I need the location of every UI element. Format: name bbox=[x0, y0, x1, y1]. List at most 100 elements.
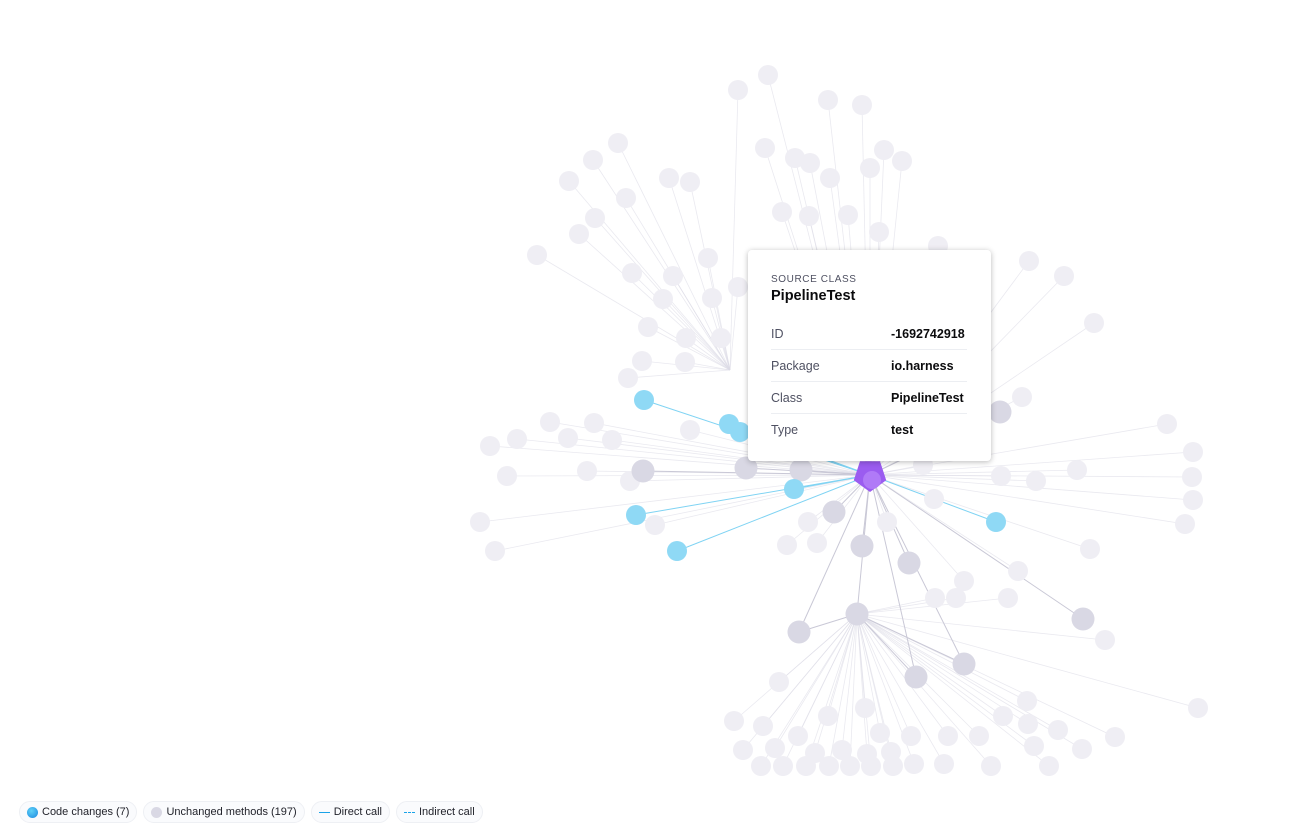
unchanged-method-node[interactable] bbox=[822, 500, 846, 524]
faded-method-node[interactable] bbox=[1080, 539, 1100, 559]
faded-method-node[interactable] bbox=[904, 754, 924, 774]
faded-method-node[interactable] bbox=[1039, 756, 1059, 776]
faded-method-node[interactable] bbox=[480, 436, 500, 456]
faded-method-node[interactable] bbox=[820, 168, 840, 188]
faded-method-node[interactable] bbox=[569, 224, 589, 244]
changed-method-node[interactable] bbox=[730, 422, 750, 442]
faded-method-node[interactable] bbox=[852, 95, 872, 115]
faded-method-node[interactable] bbox=[751, 756, 771, 776]
faded-method-node[interactable] bbox=[485, 541, 505, 561]
faded-method-node[interactable] bbox=[1017, 691, 1037, 711]
unchanged-method-node[interactable] bbox=[789, 458, 813, 482]
changed-method-node[interactable] bbox=[986, 512, 1006, 532]
faded-method-node[interactable] bbox=[558, 428, 578, 448]
unchanged-method-node[interactable] bbox=[734, 456, 758, 480]
faded-method-node[interactable] bbox=[602, 430, 622, 450]
faded-method-node[interactable] bbox=[769, 672, 789, 692]
faded-method-node[interactable] bbox=[1008, 561, 1028, 581]
faded-method-node[interactable] bbox=[860, 158, 880, 178]
faded-method-node[interactable] bbox=[773, 756, 793, 776]
faded-method-node[interactable] bbox=[874, 140, 894, 160]
faded-method-node[interactable] bbox=[1019, 251, 1039, 271]
faded-method-node[interactable] bbox=[800, 153, 820, 173]
faded-method-node[interactable] bbox=[1188, 698, 1208, 718]
faded-method-node[interactable] bbox=[938, 726, 958, 746]
faded-method-node[interactable] bbox=[758, 65, 778, 85]
faded-method-node[interactable] bbox=[1024, 736, 1044, 756]
faded-method-node[interactable] bbox=[663, 266, 683, 286]
faded-method-node[interactable] bbox=[1183, 490, 1203, 510]
faded-method-node[interactable] bbox=[818, 90, 838, 110]
faded-method-node[interactable] bbox=[861, 756, 881, 776]
faded-method-node[interactable] bbox=[1095, 630, 1115, 650]
faded-method-node[interactable] bbox=[1054, 266, 1074, 286]
faded-method-node[interactable] bbox=[855, 698, 875, 718]
faded-method-node[interactable] bbox=[1157, 414, 1177, 434]
faded-method-node[interactable] bbox=[618, 368, 638, 388]
faded-method-node[interactable] bbox=[772, 202, 792, 222]
faded-method-node[interactable] bbox=[527, 245, 547, 265]
faded-method-node[interactable] bbox=[698, 248, 718, 268]
faded-method-node[interactable] bbox=[632, 351, 652, 371]
unchanged-method-node[interactable] bbox=[897, 551, 921, 575]
faded-method-node[interactable] bbox=[680, 172, 700, 192]
faded-method-node[interactable] bbox=[877, 512, 897, 532]
faded-method-node[interactable] bbox=[675, 352, 695, 372]
faded-method-node[interactable] bbox=[1018, 714, 1038, 734]
faded-method-node[interactable] bbox=[711, 328, 731, 348]
faded-method-node[interactable] bbox=[1048, 720, 1068, 740]
faded-method-node[interactable] bbox=[796, 756, 816, 776]
faded-method-node[interactable] bbox=[577, 461, 597, 481]
changed-method-node[interactable] bbox=[626, 505, 646, 525]
faded-method-node[interactable] bbox=[622, 263, 642, 283]
faded-method-node[interactable] bbox=[765, 738, 785, 758]
faded-method-node[interactable] bbox=[702, 288, 722, 308]
faded-method-node[interactable] bbox=[1175, 514, 1195, 534]
faded-method-node[interactable] bbox=[638, 317, 658, 337]
unchanged-method-node[interactable] bbox=[631, 459, 655, 483]
faded-method-node[interactable] bbox=[869, 222, 889, 242]
faded-method-node[interactable] bbox=[676, 328, 696, 348]
changed-method-node[interactable] bbox=[667, 541, 687, 561]
faded-method-node[interactable] bbox=[653, 289, 673, 309]
faded-method-node[interactable] bbox=[680, 420, 700, 440]
unchanged-method-node[interactable] bbox=[904, 665, 928, 689]
faded-method-node[interactable] bbox=[733, 740, 753, 760]
faded-method-node[interactable] bbox=[497, 466, 517, 486]
faded-method-node[interactable] bbox=[892, 151, 912, 171]
faded-method-node[interactable] bbox=[583, 150, 603, 170]
unchanged-method-node[interactable] bbox=[952, 652, 976, 676]
faded-method-node[interactable] bbox=[616, 188, 636, 208]
faded-method-node[interactable] bbox=[728, 80, 748, 100]
faded-method-node[interactable] bbox=[559, 171, 579, 191]
faded-method-node[interactable] bbox=[645, 515, 665, 535]
faded-method-node[interactable] bbox=[724, 711, 744, 731]
changed-method-node[interactable] bbox=[784, 479, 804, 499]
faded-method-node[interactable] bbox=[1026, 471, 1046, 491]
faded-method-node[interactable] bbox=[470, 512, 490, 532]
legend-code-changes[interactable]: Code changes (7) bbox=[19, 801, 138, 823]
source-class-node-inner[interactable] bbox=[863, 471, 881, 489]
faded-method-node[interactable] bbox=[870, 723, 890, 743]
faded-method-node[interactable] bbox=[925, 588, 945, 608]
unchanged-method-node[interactable] bbox=[787, 620, 811, 644]
faded-method-node[interactable] bbox=[1067, 460, 1087, 480]
faded-method-node[interactable] bbox=[1105, 727, 1125, 747]
faded-method-node[interactable] bbox=[969, 726, 989, 746]
faded-method-node[interactable] bbox=[584, 413, 604, 433]
faded-method-node[interactable] bbox=[934, 754, 954, 774]
faded-method-node[interactable] bbox=[838, 205, 858, 225]
faded-method-node[interactable] bbox=[819, 756, 839, 776]
faded-method-node[interactable] bbox=[1012, 387, 1032, 407]
unchanged-method-node[interactable] bbox=[845, 602, 869, 626]
faded-method-node[interactable] bbox=[818, 706, 838, 726]
faded-method-node[interactable] bbox=[1183, 442, 1203, 462]
faded-method-node[interactable] bbox=[1072, 739, 1092, 759]
faded-method-node[interactable] bbox=[998, 588, 1018, 608]
faded-method-node[interactable] bbox=[1084, 313, 1104, 333]
faded-method-node[interactable] bbox=[777, 535, 797, 555]
legend-indirect-call[interactable]: Indirect call bbox=[396, 801, 483, 823]
unchanged-method-node[interactable] bbox=[988, 400, 1012, 424]
legend-direct-call[interactable]: Direct call bbox=[310, 801, 390, 823]
